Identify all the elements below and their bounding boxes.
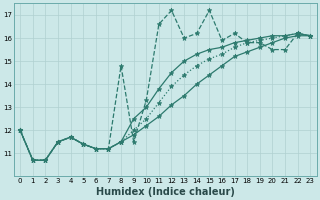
X-axis label: Humidex (Indice chaleur): Humidex (Indice chaleur) [96,187,235,197]
